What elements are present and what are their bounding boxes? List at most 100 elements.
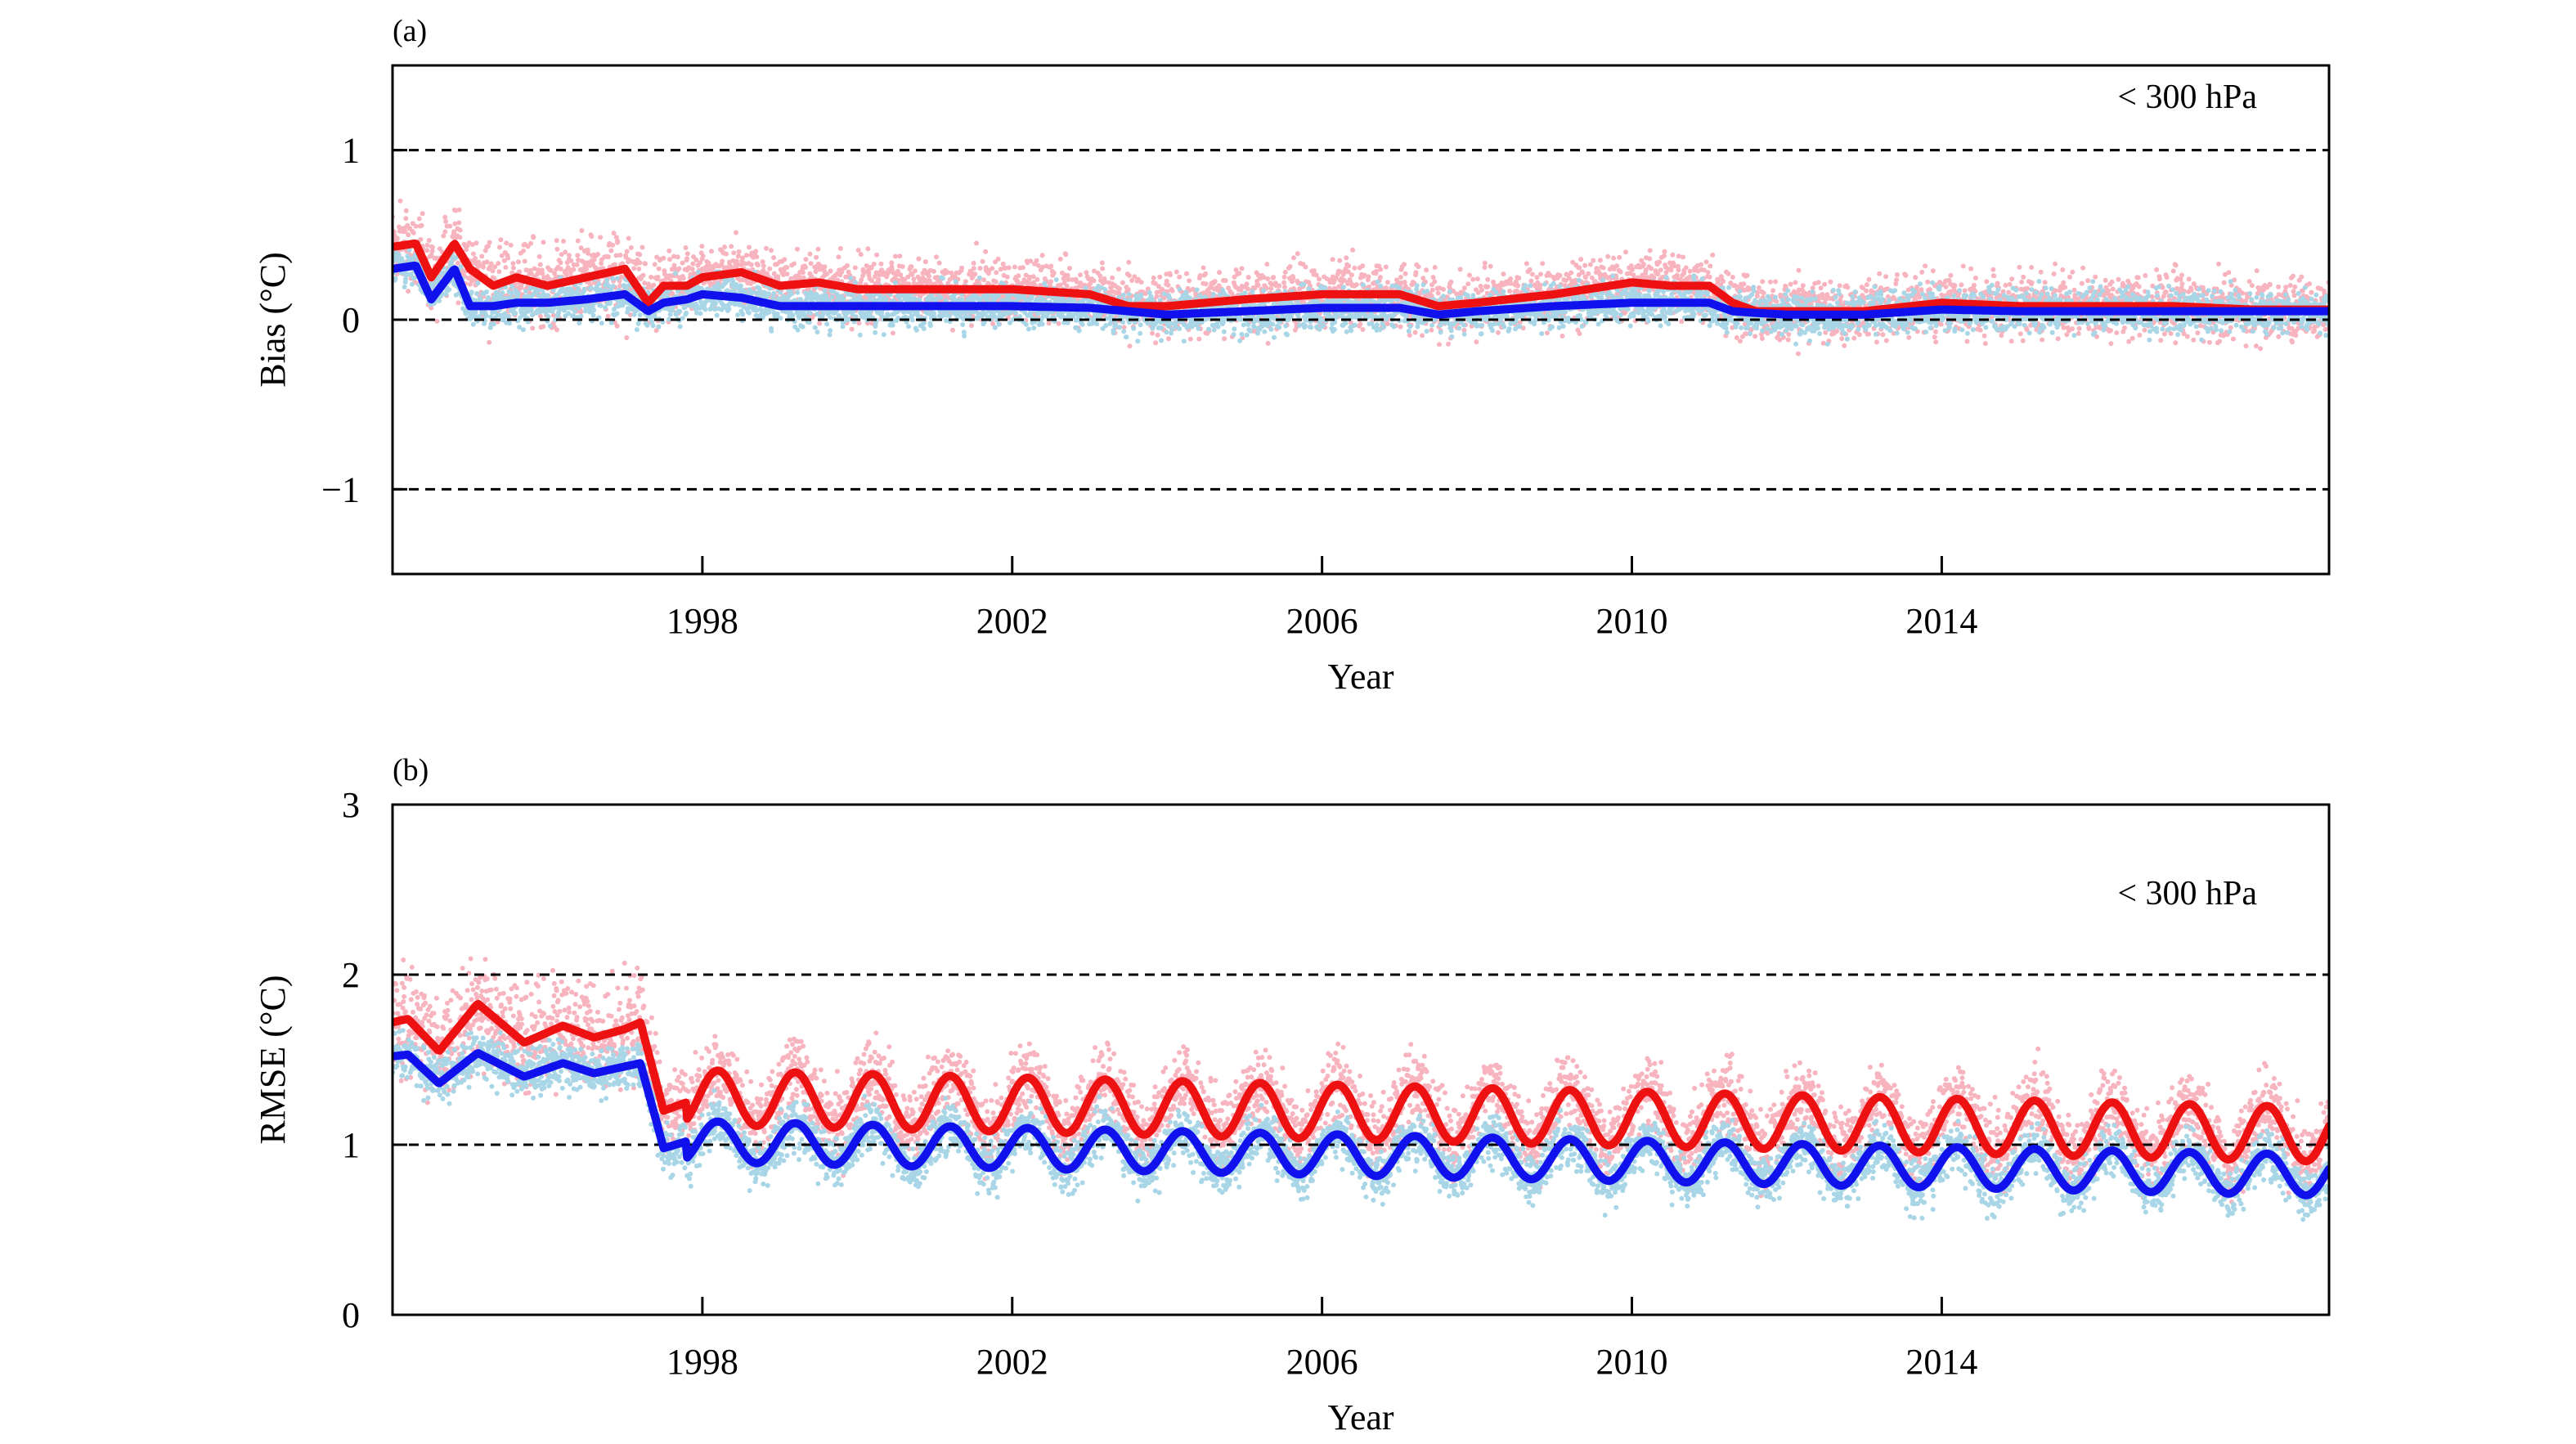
- pink-point: [699, 244, 705, 249]
- pink-point: [983, 249, 989, 254]
- pink-point: [473, 240, 479, 246]
- pink-point: [508, 242, 514, 248]
- pink-point: [2007, 281, 2013, 287]
- pink-point: [1187, 336, 1193, 342]
- pink-point: [1773, 279, 1779, 285]
- pink-point: [1078, 272, 1083, 278]
- pink-point: [808, 261, 814, 267]
- pink-point: [1337, 258, 1343, 263]
- pink-point: [1384, 285, 1389, 290]
- pink-point: [1265, 340, 1271, 346]
- pink-point: [1971, 282, 1977, 288]
- pink-point: [2017, 331, 2023, 337]
- pink-point: [2142, 327, 2147, 333]
- pink-point: [499, 253, 505, 258]
- pink-point: [1217, 270, 1223, 276]
- pink-point: [1496, 330, 1501, 335]
- pink-point: [1508, 280, 1514, 286]
- pink-point: [1815, 280, 1821, 285]
- pink-point: [1930, 268, 1936, 274]
- pink-point: [563, 268, 568, 274]
- pink-point: [1845, 285, 1851, 290]
- pink-point: [1295, 251, 1300, 257]
- pink-point: [667, 257, 672, 262]
- pink-point: [890, 330, 895, 336]
- pink-point: [1560, 334, 1565, 339]
- pink-point: [541, 324, 546, 330]
- pink-point: [916, 256, 922, 262]
- pink-point: [2080, 265, 2086, 271]
- pink-point: [977, 266, 983, 271]
- pink-point: [817, 321, 823, 326]
- pink-point: [403, 216, 409, 222]
- pink-point: [1968, 266, 1974, 271]
- pink-point: [575, 253, 581, 258]
- pink-point: [878, 261, 884, 267]
- pink-point: [753, 249, 759, 254]
- pink-point: [1200, 265, 1206, 271]
- pink-point: [1943, 284, 1949, 289]
- pink-point: [1282, 269, 1288, 275]
- pink-point: [1903, 272, 1909, 278]
- pink-point: [429, 305, 434, 311]
- pink-point: [856, 321, 862, 326]
- pink-point: [1474, 339, 1479, 345]
- pink-point: [1793, 280, 1798, 285]
- pink-point: [1470, 276, 1476, 282]
- pink-point: [1349, 272, 1354, 278]
- pink-point: [852, 265, 858, 271]
- pink-point: [845, 262, 850, 268]
- pink-point: [1984, 279, 1990, 285]
- pink-point: [1752, 334, 1758, 339]
- pink-point: [2008, 339, 2014, 344]
- pink-point: [671, 253, 676, 259]
- pink-point: [2163, 289, 2169, 295]
- pink-point: [1424, 267, 1429, 273]
- pink-point: [1048, 263, 1054, 269]
- pink-point: [2017, 264, 2022, 270]
- pink-point: [1990, 267, 1996, 272]
- pink-point: [1759, 336, 1765, 341]
- pink-point: [615, 238, 621, 244]
- pink-point: [1006, 265, 1012, 271]
- pink-point: [2156, 276, 2162, 282]
- pink-point: [563, 272, 569, 278]
- pink-point: [993, 279, 999, 285]
- pink-point: [613, 253, 619, 258]
- pink-point: [1097, 273, 1103, 279]
- pink-point: [1281, 274, 1287, 280]
- pink-point: [611, 231, 617, 236]
- pink-point: [1184, 271, 1189, 276]
- pink-point: [1818, 285, 1824, 291]
- pink-point: [437, 246, 442, 252]
- pink-point: [426, 238, 432, 243]
- pink-point: [1264, 262, 1270, 267]
- pink-point: [598, 235, 604, 240]
- pink-point: [549, 267, 554, 273]
- pink-point: [1649, 266, 1654, 271]
- pink-point: [1933, 339, 1939, 345]
- pink-point: [922, 259, 928, 265]
- pink-point: [2173, 340, 2179, 346]
- pink-point: [605, 313, 611, 319]
- pink-point: [655, 275, 661, 280]
- pink-point: [1485, 284, 1491, 289]
- pink-point: [1597, 258, 1603, 263]
- pink-point: [1582, 262, 1588, 268]
- pink-point: [2067, 274, 2072, 280]
- pink-point: [523, 267, 529, 273]
- pink-point: [1446, 341, 1452, 347]
- pink-point: [1265, 276, 1271, 281]
- pink-point: [1120, 280, 1125, 285]
- pink-point: [2025, 285, 2031, 291]
- pink-point: [980, 258, 985, 264]
- pink-point: [1360, 327, 1366, 332]
- pink-point: [760, 259, 765, 265]
- pink-point: [419, 222, 424, 228]
- pink-point: [654, 254, 660, 260]
- pink-point: [1822, 281, 1828, 287]
- pink-point: [1432, 265, 1438, 270]
- pink-point: [1317, 276, 1322, 282]
- pink-point: [1352, 265, 1358, 271]
- pink-point: [995, 256, 1001, 262]
